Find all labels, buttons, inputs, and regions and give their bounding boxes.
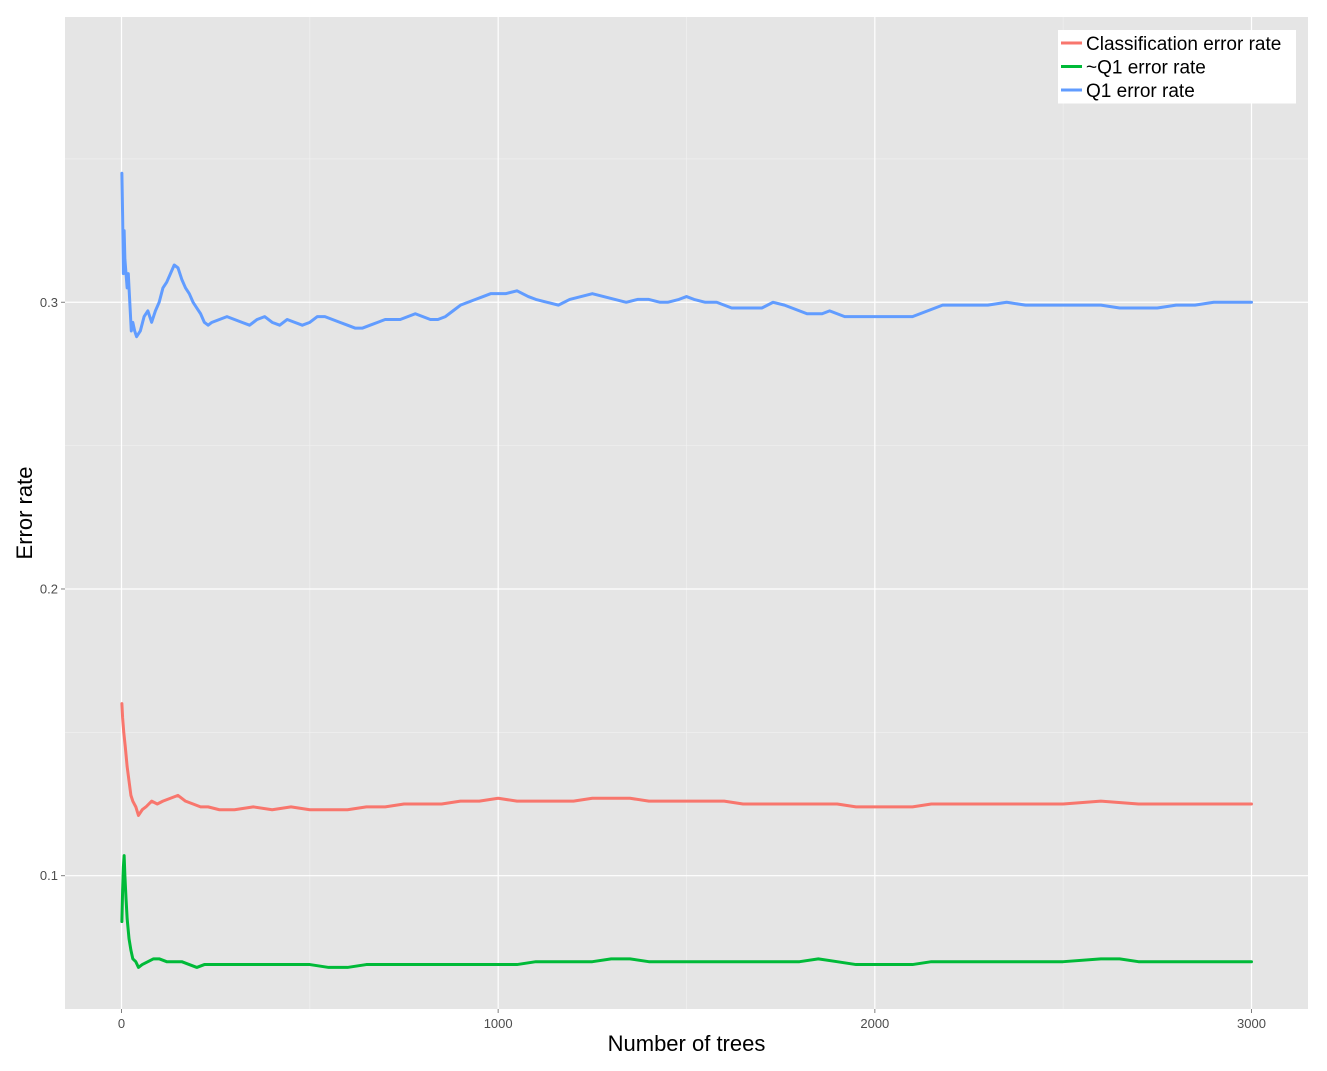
x-tick-label: 0 (118, 1016, 125, 1031)
y-axis-title: Error rate (12, 467, 37, 560)
legend: Classification error rate ~Q1 error rateQ… (1058, 30, 1296, 104)
y-tick-label: 0.3 (40, 295, 58, 310)
x-tick-label: 2000 (860, 1016, 889, 1031)
x-axis: 0 1000 2000 3000 (118, 1009, 1266, 1031)
series-line-2 (120, 854, 1253, 969)
y-tick-label: 0.2 (40, 581, 58, 596)
series-line-1 (120, 702, 1253, 817)
series-layer (120, 171, 1253, 969)
series-line-3 (120, 171, 1253, 339)
legend-background (1058, 30, 1296, 104)
y-tick-label: 0.1 (40, 868, 58, 883)
legend-label-1: Classification error rate (1086, 34, 1281, 55)
major-gridlines (65, 17, 1308, 1009)
legend-label-2: ~Q1 error rate (1086, 58, 1206, 79)
legend-label-3: Q1 error rate (1086, 81, 1195, 102)
x-tick-label: 3000 (1237, 1016, 1266, 1031)
minor-gridlines (65, 17, 1308, 1009)
y-axis: 0.1 0.2 0.3 (40, 295, 65, 883)
x-tick-label: 1000 (484, 1016, 513, 1031)
x-axis-title: Number of trees (608, 1031, 766, 1056)
